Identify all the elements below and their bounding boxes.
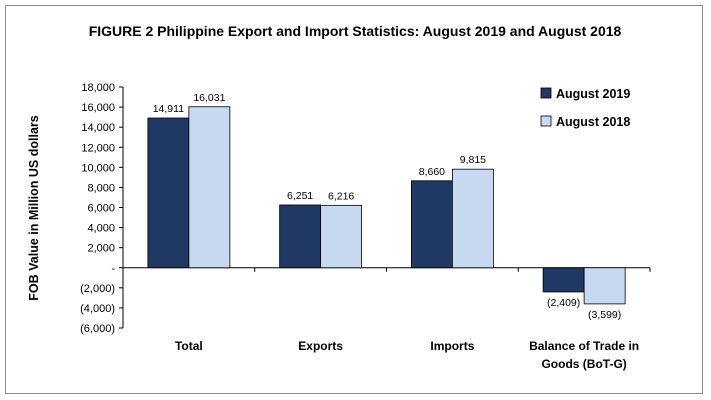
y-tick-label: 14,000 [81,122,115,134]
bar [410,180,453,269]
category-label: Imports [430,339,474,353]
bar [147,117,190,269]
data-label: 16,031 [193,92,225,104]
y-tick-label: 12,000 [81,142,115,154]
bar [279,204,322,269]
data-label: 9,815 [460,154,486,166]
bar [583,267,626,305]
category-label: Exports [298,339,343,353]
bar [451,168,494,269]
legend-label: August 2018 [556,115,630,129]
category-label: Balance of Trade in [529,339,639,353]
bar [188,106,231,269]
data-label: (3,599) [588,309,621,321]
plot-area: 18,000 16,000 14,000 12,000 10,000 8,000 6,000… [80,82,651,371]
y-tick-label: 6,000 [87,203,115,215]
legend-label: August 2019 [556,87,630,101]
y-tick-label: (2,000) [80,283,115,295]
data-label: (2,409) [547,297,580,309]
y-tick-label: 16,000 [81,102,115,114]
y-tick-label: 10,000 [81,162,115,174]
y-tick-label: (4,000) [80,303,115,315]
category-label: Goods (BoT-G) [541,357,626,371]
legend-swatch [540,87,552,99]
data-label: 6,251 [287,190,313,202]
legend: August 2019 August 2018 [540,87,630,129]
data-label: 6,216 [328,190,354,202]
y-axis-label: FOB Value in Million US dollars [27,115,41,300]
y-tick-label: 2,000 [87,243,115,255]
chart-title: FIGURE 2 Philippine Export and Import St… [89,23,622,39]
legend-swatch [540,115,552,127]
y-tick-label: 8,000 [87,182,115,194]
y-tick-label: 18,000 [81,82,115,94]
y-tick-label: 4,000 [87,223,115,235]
data-label: 8,660 [419,166,445,178]
chart-frame [5,5,703,394]
category-label: Total [175,339,203,353]
bar [542,267,585,293]
bar [320,204,363,269]
data-label: 14,911 [153,103,184,115]
y-tick-label: - [111,263,115,275]
y-tick-label: (6,000) [80,323,115,335]
